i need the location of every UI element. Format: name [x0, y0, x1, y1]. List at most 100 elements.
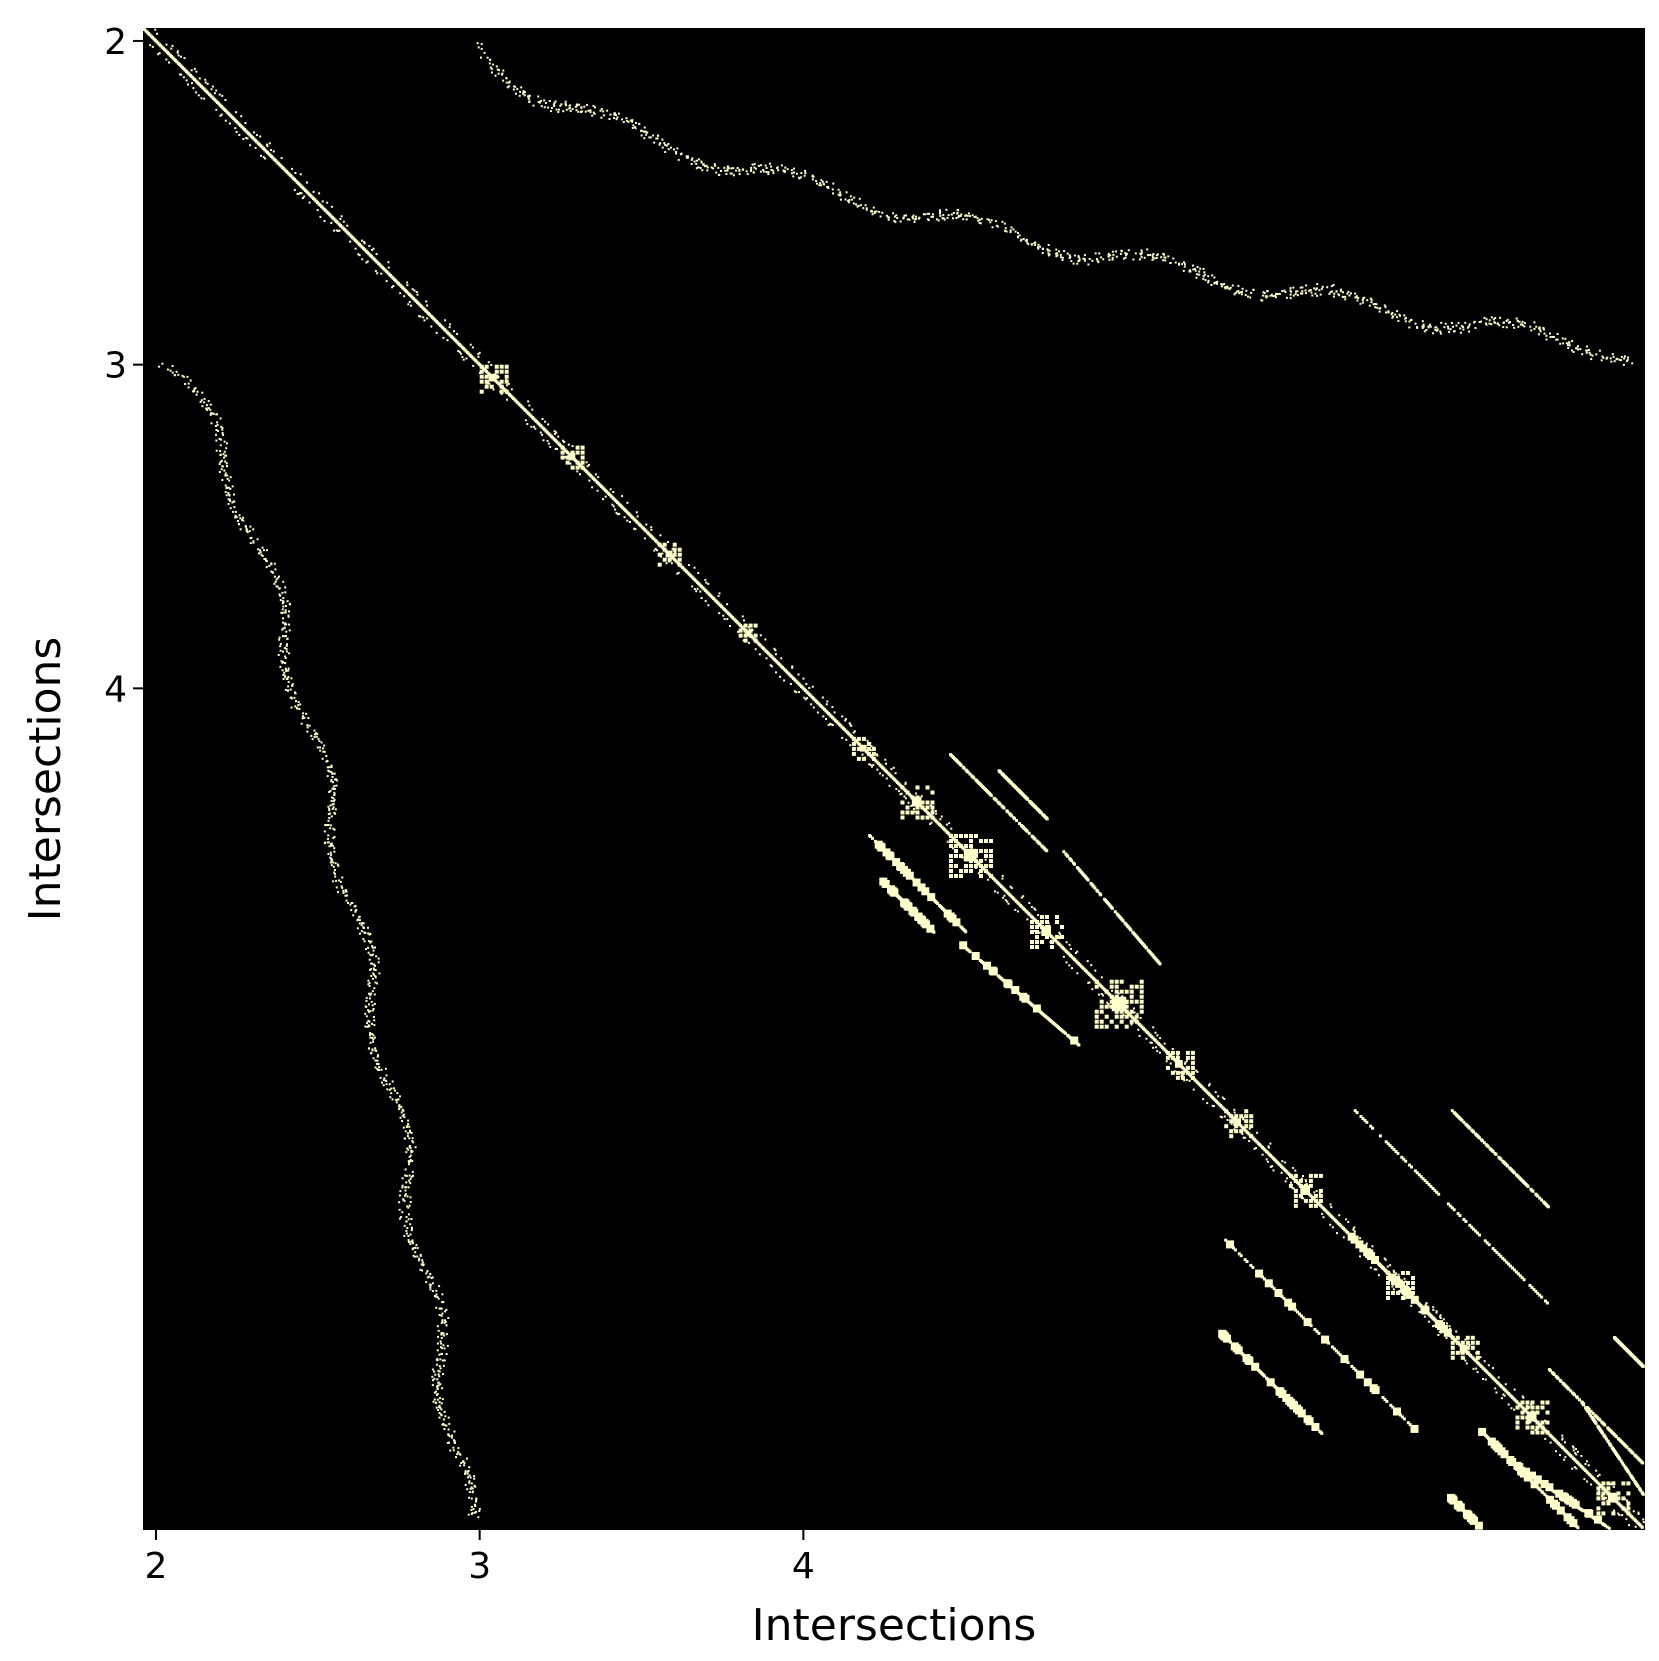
- diagonal-cell: [1286, 1177, 1288, 1180]
- diagonal-cell: [300, 192, 303, 195]
- diagonal-cell: [615, 511, 618, 514]
- offdiag-cell: [1363, 1118, 1367, 1122]
- upper-band-cell: [715, 171, 718, 174]
- offdiag-cell: [1499, 1254, 1503, 1258]
- block-cell: [989, 849, 993, 853]
- diagonal-cell: [1139, 1016, 1142, 1019]
- upper-band-cell: [1359, 302, 1362, 305]
- upper-band-cell: [622, 121, 625, 124]
- block-cell: [1460, 1355, 1465, 1360]
- upper-band-cell: [1223, 283, 1226, 286]
- lower-band-cell: [431, 1290, 434, 1292]
- lower-band-cell: [235, 516, 238, 519]
- diagonal-cell: [653, 549, 656, 552]
- upper-band-cell: [1585, 345, 1588, 348]
- lower-band-cell: [415, 1244, 418, 1247]
- offdiag-cell: [1427, 1183, 1431, 1186]
- upper-band-cell: [1565, 342, 1568, 345]
- upper-band-cell: [1329, 291, 1332, 294]
- lower-band-cell: [409, 1131, 411, 1133]
- diagonal-cell: [1573, 1466, 1576, 1469]
- upper-band-cell: [770, 169, 773, 171]
- diagonal-cell: [579, 473, 581, 476]
- offdiag-cell: [1604, 1437, 1608, 1441]
- upper-band-cell: [1055, 252, 1058, 255]
- offdiag-cell: [1334, 1349, 1338, 1353]
- offdiag-cell: [1456, 1212, 1460, 1216]
- offdiag-cell: [1470, 1225, 1474, 1229]
- diagonal-cell: [1544, 1419, 1547, 1422]
- diagonal-cell: [426, 304, 429, 307]
- upper-band-cell: [1047, 244, 1050, 246]
- diagonal-cell: [1386, 1265, 1389, 1268]
- offdiag-cell: [1538, 1488, 1542, 1492]
- lower-band-cell: [199, 400, 202, 403]
- diagonal-cell: [904, 781, 907, 784]
- diagonal-cell: [1196, 1070, 1199, 1073]
- lower-band-cell: [330, 864, 333, 867]
- diagonal-cell: [1437, 1334, 1440, 1336]
- upper-band-cell: [1077, 256, 1080, 259]
- upper-band-cell: [1184, 263, 1186, 266]
- lower-band-cell: [425, 1281, 428, 1284]
- block-cell: [738, 628, 743, 633]
- upper-band-cell: [1416, 326, 1418, 329]
- upper-band-cell: [885, 214, 888, 217]
- block-cell: [959, 869, 963, 873]
- lower-band-cell: [470, 1482, 473, 1485]
- offdiag-cell: [1622, 1463, 1626, 1467]
- block-core: [1459, 1344, 1468, 1353]
- block-cell: [479, 389, 484, 394]
- diagonal-cell: [1555, 1450, 1557, 1453]
- upper-band-cell: [978, 218, 981, 221]
- upper-band-cell: [853, 196, 856, 199]
- diagonal-cell: [811, 685, 814, 688]
- upper-band-cell: [1429, 325, 1432, 328]
- offdiag-cell: [1581, 1509, 1585, 1513]
- block-cell: [1165, 1050, 1170, 1055]
- block-cell: [1139, 999, 1144, 1004]
- upper-band-cell: [646, 131, 649, 134]
- lower-band-cell: [385, 1083, 388, 1086]
- lower-band-cell: [215, 449, 218, 452]
- lower-band-cell: [450, 1436, 453, 1439]
- diagonal-cell: [1626, 1499, 1629, 1502]
- lower-band-cell: [221, 428, 224, 431]
- lower-band-cell: [382, 1084, 385, 1087]
- diagonal-cell: [1159, 1037, 1162, 1040]
- lower-band-cell: [410, 1132, 413, 1134]
- upper-band-cell: [873, 212, 876, 214]
- block-cell: [575, 465, 580, 470]
- upper-band-cell: [537, 101, 540, 104]
- offdiag-cell: [1569, 1519, 1578, 1528]
- upper-band-cell: [738, 170, 741, 173]
- diagonal-cell: [700, 597, 703, 599]
- block-cell: [1244, 1114, 1249, 1119]
- upper-band-cell: [1087, 263, 1090, 266]
- upper-band-cell: [1494, 317, 1497, 319]
- lower-band-cell: [287, 667, 290, 670]
- lower-band-cell: [195, 393, 198, 396]
- diagonal-cell: [844, 718, 847, 721]
- lower-band-cell: [449, 1449, 452, 1452]
- upper-band-cell: [1356, 296, 1359, 299]
- lower-band-cell: [284, 591, 287, 594]
- lower-band-cell: [426, 1270, 429, 1273]
- offdiag-cell: [1476, 1231, 1479, 1235]
- upper-band-cell: [508, 81, 511, 84]
- lower-band-cell: [407, 1213, 410, 1216]
- diagonal-cell: [1219, 1115, 1222, 1118]
- lower-band-cell: [356, 927, 359, 930]
- block-cell: [964, 869, 968, 873]
- lower-band-cell: [330, 764, 333, 767]
- upper-band-cell: [1263, 292, 1266, 295]
- offdiag-cell: [1536, 1291, 1540, 1295]
- diagonal-cell: [618, 512, 621, 515]
- upper-band-cell: [625, 119, 628, 122]
- upper-band-cell: [1602, 356, 1605, 359]
- upper-band-cell: [1059, 253, 1062, 256]
- diagonal-cell: [861, 753, 864, 756]
- upper-band-cell: [1499, 316, 1502, 319]
- offdiag-cell: [1531, 1189, 1535, 1193]
- diagonal-cell: [827, 724, 830, 726]
